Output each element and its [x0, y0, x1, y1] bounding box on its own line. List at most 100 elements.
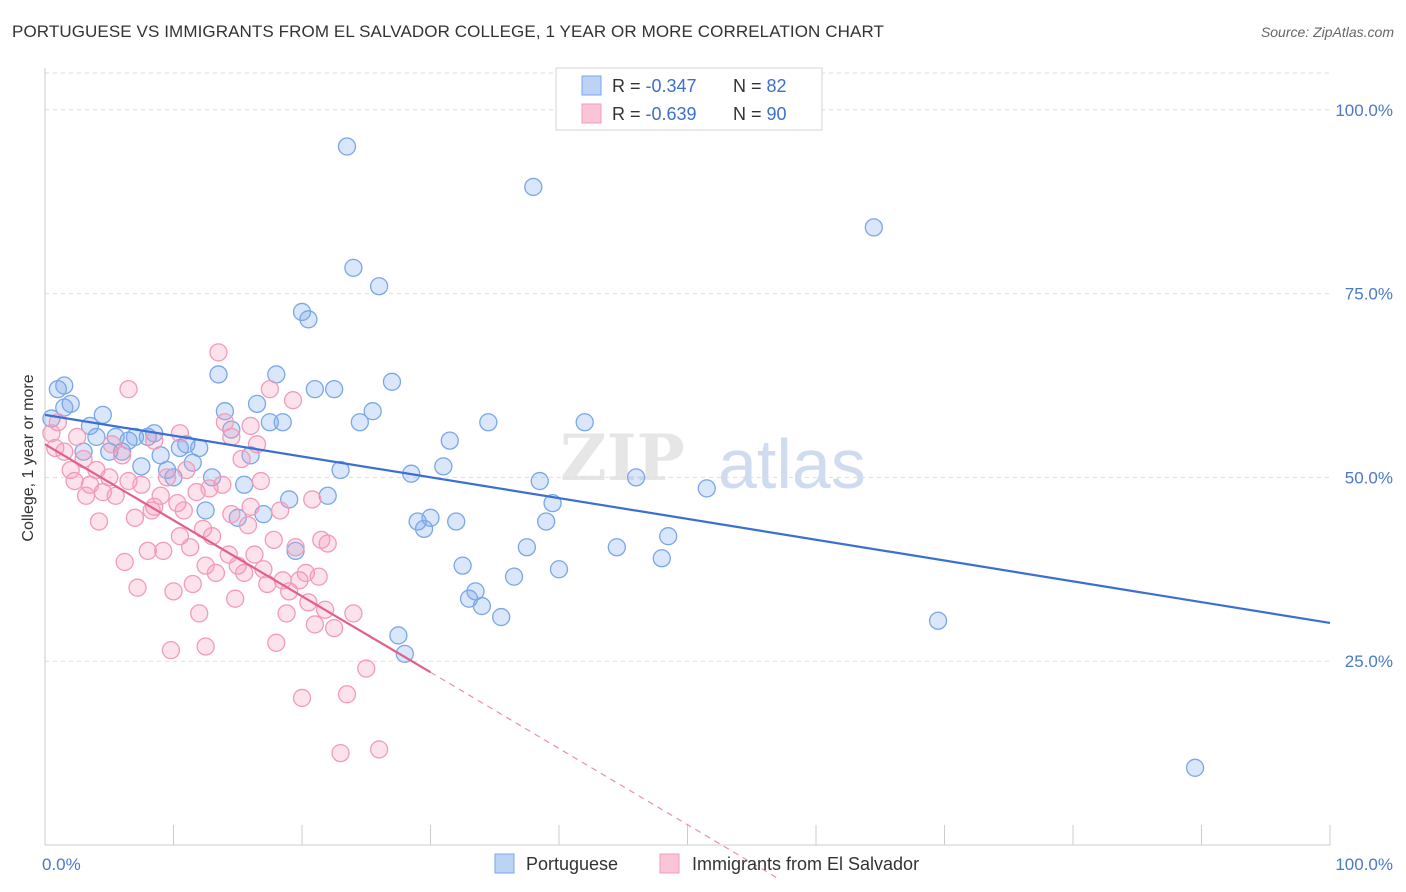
data-point: [267, 633, 286, 652]
data-point: [277, 604, 296, 623]
data-point: [235, 563, 254, 583]
data-point: [206, 563, 226, 583]
x-tick-label: 100.0%: [1335, 855, 1393, 874]
data-point: [1185, 758, 1205, 777]
data-point: [164, 582, 183, 601]
x-tick-label: 0.0%: [42, 855, 81, 874]
data-point: [196, 501, 215, 520]
svg-text:N = 90: N = 90: [733, 104, 787, 124]
data-point: [183, 574, 202, 594]
data-point: [245, 545, 264, 564]
chart-title: PORTUGUESE VS IMMIGRANTS FROM EL SALVADO…: [12, 22, 884, 41]
data-point: [119, 380, 138, 399]
data-point: [453, 556, 472, 575]
watermark-atlas: atlas: [718, 425, 866, 503]
data-point: [271, 501, 290, 520]
data-point: [190, 438, 209, 458]
data-point: [154, 541, 173, 561]
bottom-legend-label-el-salvador: Immigrants from El Salvador: [692, 854, 919, 874]
trend-line-extension: [430, 671, 778, 879]
bottom-legend-swatch-el-salvador: [659, 853, 680, 874]
data-point: [286, 538, 305, 557]
legend-r-label-0: R =: [612, 76, 646, 96]
watermark: ZIP atlas: [560, 421, 866, 503]
data-point: [652, 549, 671, 568]
legend-r-label-1: R =: [612, 104, 646, 124]
data-point: [479, 413, 498, 432]
data-point: [309, 567, 328, 586]
data-point: [607, 538, 626, 557]
data-point: [196, 637, 215, 656]
data-point: [157, 468, 177, 487]
data-point: [202, 468, 222, 487]
data-point: [168, 493, 187, 513]
data-point: [132, 457, 151, 476]
data-point: [331, 460, 350, 480]
data-point: [472, 596, 492, 616]
trend-line: [44, 443, 432, 674]
data-point: [928, 611, 948, 630]
data-point: [363, 402, 382, 421]
data-point: [93, 405, 112, 425]
bottom-legend: Portuguese Immigrants from El Salvador: [494, 853, 919, 874]
data-point: [132, 475, 151, 494]
legend-n-value-0: 82: [767, 76, 787, 96]
y-axis-title: College, 1 year or more: [20, 374, 37, 541]
data-point: [369, 740, 389, 759]
legend-n-label-0: N =: [733, 76, 767, 96]
svg-text:N = 82: N = 82: [733, 76, 787, 96]
legend-n-value-1: 90: [767, 104, 787, 124]
data-point: [299, 310, 318, 329]
data-point: [864, 218, 883, 237]
data-point: [492, 607, 511, 627]
data-point: [659, 527, 678, 546]
svg-text:R = -0.639: R = -0.639: [612, 104, 697, 124]
data-point: [537, 512, 556, 531]
data-point: [305, 380, 325, 399]
data-point: [575, 413, 594, 432]
y-tick-label: 100.0%: [1335, 101, 1393, 120]
data-point: [549, 560, 569, 579]
data-point: [181, 538, 200, 557]
y-tick-labels: 25.0% 50.0% 75.0% 100.0%: [1335, 101, 1393, 671]
data-point: [125, 508, 145, 527]
source-label: Source: ZipAtlas.com: [1260, 24, 1394, 40]
y-tick-label: 25.0%: [1345, 652, 1393, 671]
data-point: [209, 365, 228, 384]
data-point: [337, 685, 357, 704]
data-point: [318, 534, 337, 553]
series-portuguese-points: [42, 137, 1205, 777]
data-point: [395, 644, 414, 663]
data-point: [344, 604, 363, 623]
data-point: [303, 490, 322, 509]
data-point: [241, 416, 260, 436]
data-point: [222, 427, 241, 447]
data-point: [161, 641, 181, 660]
data-point: [292, 302, 312, 322]
data-point: [283, 391, 303, 410]
data-point: [260, 380, 280, 399]
data-point: [290, 571, 309, 590]
y-tick-label: 50.0%: [1345, 468, 1393, 487]
data-point: [324, 618, 344, 638]
data-point: [241, 446, 260, 465]
data-point: [318, 486, 337, 505]
data-point: [626, 468, 646, 487]
data-point: [382, 372, 402, 391]
y-tick-label: 75.0%: [1345, 285, 1393, 304]
data-point: [247, 394, 267, 414]
data-point: [447, 512, 466, 531]
axes: [44, 68, 1331, 846]
legend-r-value-0: -0.347: [646, 76, 697, 96]
data-point: [337, 137, 357, 156]
data-point: [251, 471, 271, 491]
data-point: [421, 508, 440, 527]
data-point: [67, 427, 87, 447]
data-point: [177, 460, 196, 480]
bottom-legend-swatch-portuguese: [494, 853, 515, 874]
trend-line: [44, 413, 1331, 625]
data-point: [389, 626, 408, 645]
data-point: [151, 486, 170, 505]
legend-swatch-el-salvador: [581, 103, 602, 124]
data-point: [440, 431, 459, 450]
